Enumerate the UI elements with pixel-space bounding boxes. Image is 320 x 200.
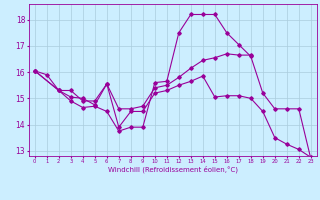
X-axis label: Windchill (Refroidissement éolien,°C): Windchill (Refroidissement éolien,°C): [108, 165, 238, 173]
